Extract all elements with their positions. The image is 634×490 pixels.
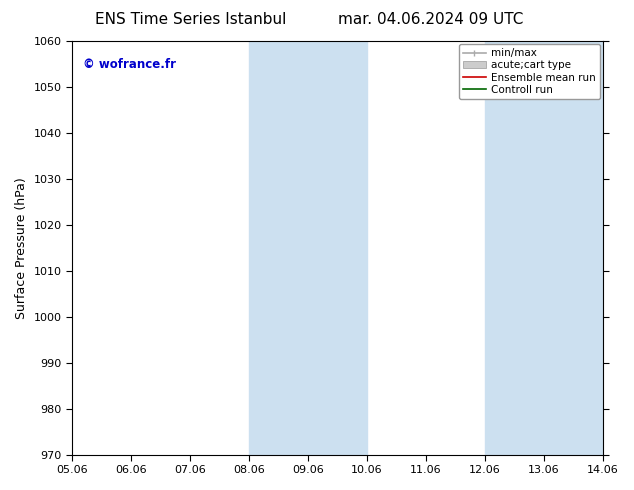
Y-axis label: Surface Pressure (hPa): Surface Pressure (hPa) — [15, 177, 28, 318]
Bar — [485, 41, 603, 455]
Legend: min/max, acute;cart type, Ensemble mean run, Controll run: min/max, acute;cart type, Ensemble mean … — [459, 44, 600, 99]
Bar — [249, 41, 367, 455]
Text: ENS Time Series Istanbul: ENS Time Series Istanbul — [94, 12, 286, 27]
Text: © wofrance.fr: © wofrance.fr — [82, 58, 176, 71]
Text: mar. 04.06.2024 09 UTC: mar. 04.06.2024 09 UTC — [339, 12, 524, 27]
